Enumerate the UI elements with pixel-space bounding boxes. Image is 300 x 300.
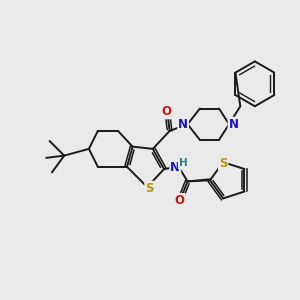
Text: N: N: [229, 118, 238, 131]
Text: N: N: [170, 161, 180, 174]
Text: O: O: [161, 105, 171, 119]
Text: H: H: [179, 158, 188, 169]
Text: N: N: [178, 118, 188, 131]
Text: S: S: [219, 157, 227, 170]
Text: S: S: [145, 182, 154, 195]
Text: O: O: [175, 194, 185, 207]
